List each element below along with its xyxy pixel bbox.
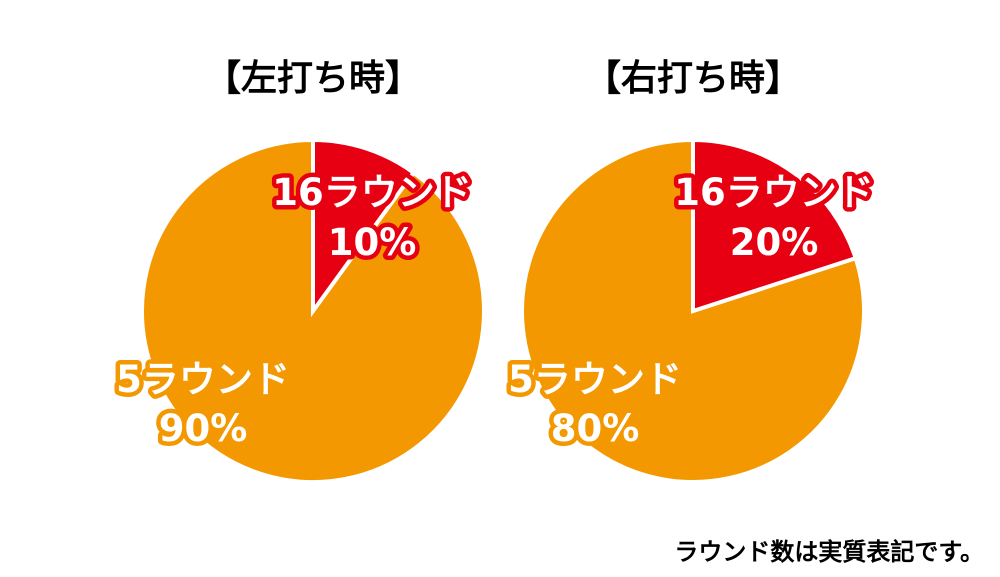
pie-chart-right: 【右打ち時】 16ラウンド 20% 5ラウンド 80% — [504, 58, 878, 484]
chart-title-left: 【左打ち時】 — [205, 58, 421, 99]
slice-label-5-round-right: 5ラウンド — [508, 358, 682, 401]
chart-title-right: 【右打ち時】 — [585, 58, 801, 99]
slice-value-16-round-right: 20% — [730, 221, 819, 264]
pie-slice-16-round-left — [311, 137, 417, 318]
slice-value-5-round-left: 90% — [159, 407, 248, 450]
footnote: ラウンド数は実質表記です。 — [674, 538, 984, 566]
pie-slice-5-round-left — [140, 137, 486, 484]
pie-slice-16-round-right — [691, 137, 859, 314]
slice-value-16-round-left: 10% — [328, 221, 417, 264]
pie-slice-5-round-right — [520, 137, 866, 484]
slice-label-16-round-right: 16ラウンド — [674, 171, 874, 214]
slice-value-5-round-right: 80% — [551, 407, 640, 450]
slice-label-16-round-left: 16ラウンド — [272, 171, 472, 214]
slice-label-5-round-left: 5ラウンド — [116, 358, 290, 401]
pie-chart-left: 【左打ち時】 16ラウンド 10% 5ラウンド 90% — [112, 58, 486, 484]
